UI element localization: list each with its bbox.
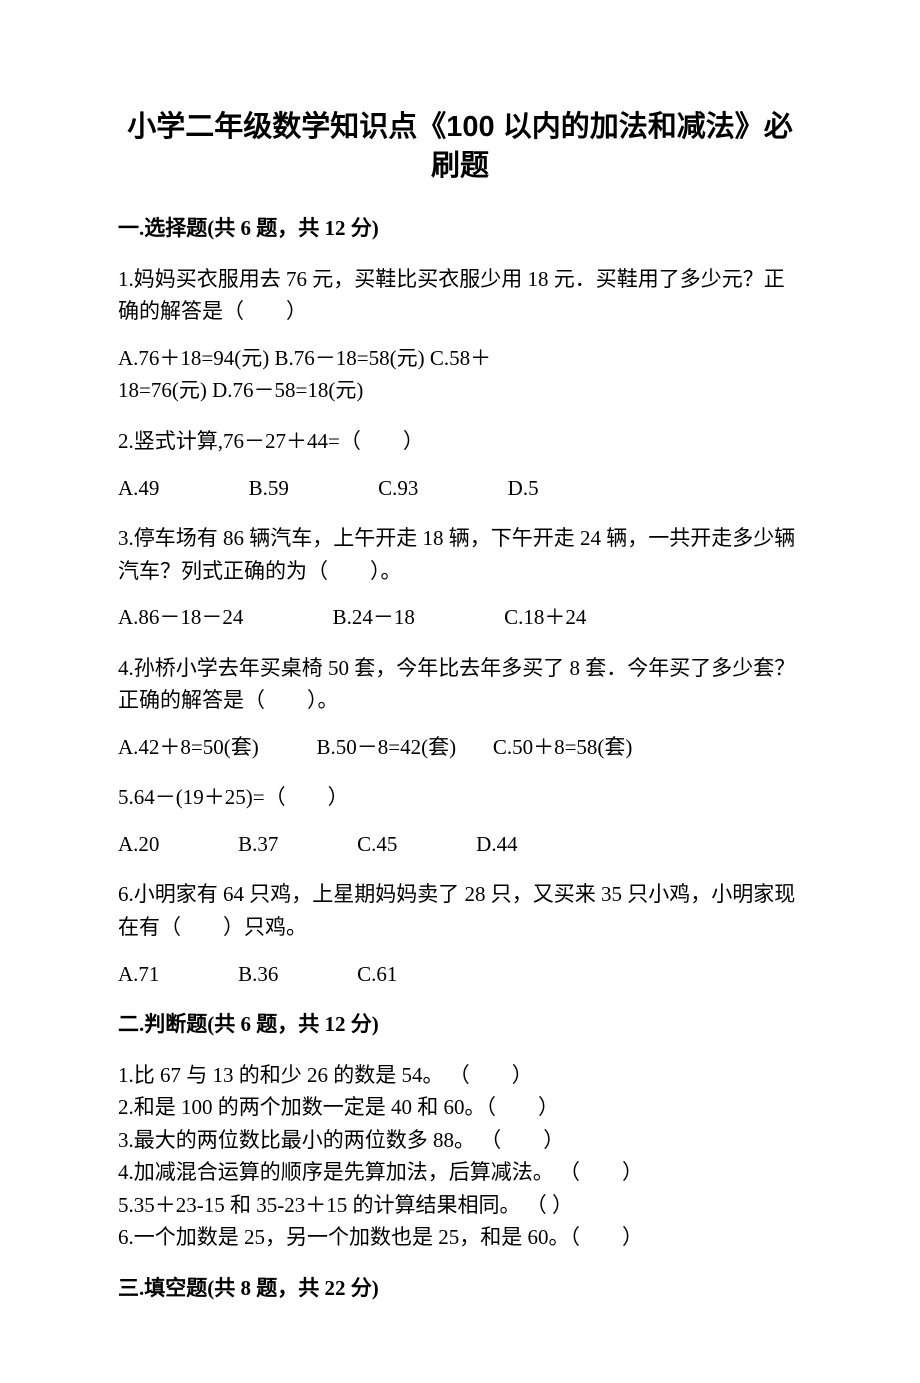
question-5: 5.64－(19＋25)=（ ） A.20 B.37 C.45 D.44 <box>118 781 802 860</box>
question-3-stem: 3.停车场有 86 辆汽车，上午开走 18 辆，下午开走 24 辆，一共开走多少… <box>118 522 802 587</box>
page-title: 小学二年级数学知识点《100 以内的加法和减法》必 刷题 <box>118 108 802 186</box>
tf-item-6: 6.一个加数是 25，另一个加数也是 25，和是 60。（ ） <box>118 1221 802 1254</box>
question-2-options: A.49 B.59 C.93 D.5 <box>118 472 802 505</box>
question-4: 4.孙桥小学去年买桌椅 50 套，今年比去年多买了 8 套．今年买了多少套？正确… <box>118 652 802 764</box>
question-5-options: A.20 B.37 C.45 D.44 <box>118 828 802 861</box>
question-1-stem: 1.妈妈买衣服用去 76 元，买鞋比买衣服少用 18 元．买鞋用了多少元？正确的… <box>118 263 802 328</box>
worksheet-page: 小学二年级数学知识点《100 以内的加法和减法》必 刷题 一.选择题(共 6 题… <box>0 0 920 1383</box>
tf-item-3: 3.最大的两位数比最小的两位数多 88。 （ ） <box>118 1124 802 1157</box>
question-1: 1.妈妈买衣服用去 76 元，买鞋比买衣服少用 18 元．买鞋用了多少元？正确的… <box>118 263 802 407</box>
tf-item-1: 1.比 67 与 13 的和少 26 的数是 54。 （ ） <box>118 1059 802 1092</box>
question-4-stem: 4.孙桥小学去年买桌椅 50 套，今年比去年多买了 8 套．今年买了多少套？正确… <box>118 652 802 717</box>
section-2-heading: 二.判断题(共 6 题，共 12 分) <box>118 1008 802 1041</box>
question-4-options: A.42＋8=50(套) B.50－8=42(套) C.50＋8=58(套) <box>118 731 802 764</box>
question-2-stem: 2.竖式计算,76－27＋44=（ ） <box>118 425 802 458</box>
question-6-stem: 6.小明家有 64 只鸡，上星期妈妈卖了 28 只，又买来 35 只小鸡，小明家… <box>118 878 802 943</box>
truefalse-block: 1.比 67 与 13 的和少 26 的数是 54。 （ ） 2.和是 100 … <box>118 1059 802 1254</box>
section-3-heading: 三.填空题(共 8 题，共 22 分) <box>118 1272 802 1305</box>
tf-item-2: 2.和是 100 的两个加数一定是 40 和 60。（ ） <box>118 1091 802 1124</box>
title-line-2: 刷题 <box>118 147 802 186</box>
title-line-1: 小学二年级数学知识点《100 以内的加法和减法》必 <box>118 108 802 147</box>
tf-item-5: 5.35＋23-15 和 35-23＋15 的计算结果相同。 （ ） <box>118 1189 802 1222</box>
tf-item-4: 4.加减混合运算的顺序是先算加法，后算减法。 （ ） <box>118 1156 802 1189</box>
question-1-options-line1: A.76＋18=94(元) B.76－18=58(元) C.58＋ <box>118 342 802 375</box>
question-2: 2.竖式计算,76－27＋44=（ ） A.49 B.59 C.93 D.5 <box>118 425 802 504</box>
section-1-heading: 一.选择题(共 6 题，共 12 分) <box>118 212 802 245</box>
question-1-options-line2: 18=76(元) D.76－58=18(元) <box>118 374 802 407</box>
question-6-options: A.71 B.36 C.61 <box>118 958 802 991</box>
question-3: 3.停车场有 86 辆汽车，上午开走 18 辆，下午开走 24 辆，一共开走多少… <box>118 522 802 634</box>
question-3-options: A.86－18－24 B.24－18 C.18＋24 <box>118 601 802 634</box>
question-5-stem: 5.64－(19＋25)=（ ） <box>118 781 802 814</box>
question-6: 6.小明家有 64 只鸡，上星期妈妈卖了 28 只，又买来 35 只小鸡，小明家… <box>118 878 802 990</box>
question-1-options: A.76＋18=94(元) B.76－18=58(元) C.58＋ 18=76(… <box>118 342 802 407</box>
